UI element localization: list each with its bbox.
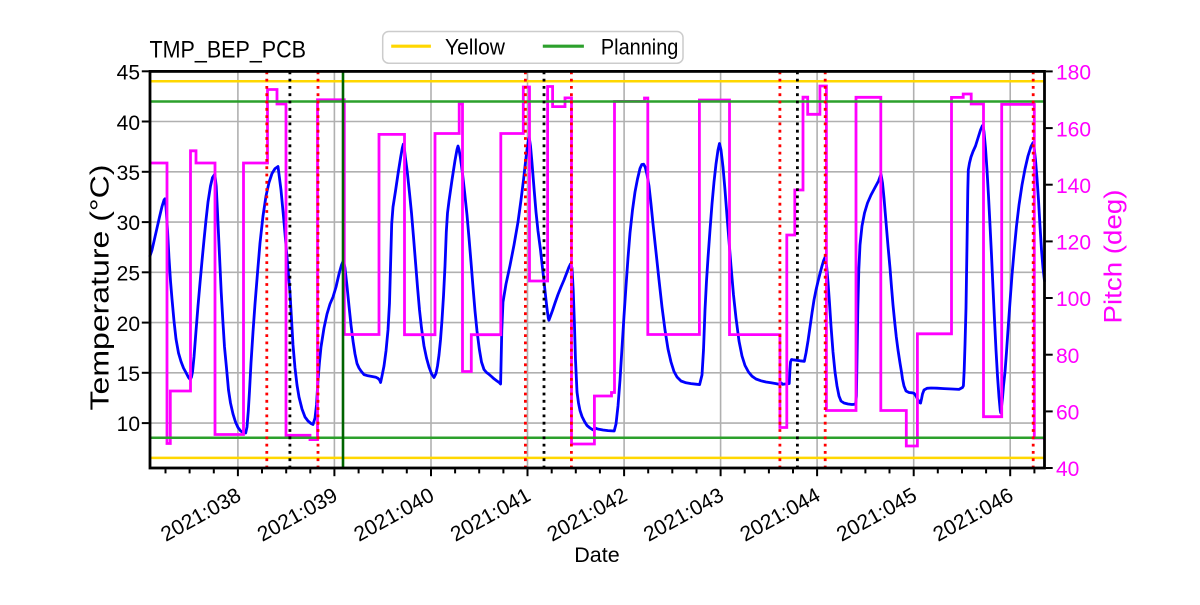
svg-text:20: 20 <box>117 313 140 336</box>
svg-text:100: 100 <box>1056 288 1091 311</box>
svg-text:30: 30 <box>117 212 140 235</box>
svg-text:180: 180 <box>1056 62 1091 85</box>
svg-text:Planning: Planning <box>601 34 679 59</box>
svg-text:25: 25 <box>117 263 140 286</box>
svg-text:140: 140 <box>1056 175 1091 198</box>
svg-text:45: 45 <box>117 62 140 85</box>
svg-text:Pitch (deg): Pitch (deg) <box>1100 190 1128 324</box>
svg-text:15: 15 <box>117 363 140 386</box>
svg-text:40: 40 <box>117 112 140 135</box>
svg-text:Yellow: Yellow <box>445 34 505 59</box>
svg-text:120: 120 <box>1056 232 1091 255</box>
svg-text:10: 10 <box>117 413 140 436</box>
svg-text:35: 35 <box>117 162 140 185</box>
svg-text:60: 60 <box>1056 402 1079 425</box>
svg-text:40: 40 <box>1056 458 1079 481</box>
svg-text:80: 80 <box>1056 345 1079 368</box>
svg-text:160: 160 <box>1056 118 1091 141</box>
svg-text:Date: Date <box>574 543 619 567</box>
svg-text:TMP_BEP_PCB: TMP_BEP_PCB <box>150 37 307 64</box>
svg-text:Temperature (°C): Temperature (°C) <box>87 165 115 411</box>
